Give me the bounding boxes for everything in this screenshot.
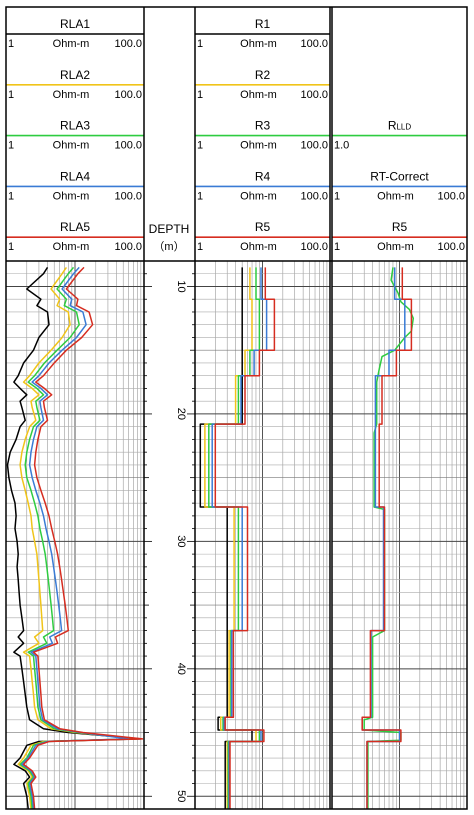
scale-unit: Ohm-m <box>53 190 90 202</box>
curve-name: RLA2 <box>60 68 90 82</box>
scale-max: 100.0 <box>300 140 328 152</box>
scale-max: 100.0 <box>300 89 328 101</box>
scale-min: 1 <box>197 89 203 101</box>
scale-unit: Ohm-m <box>377 241 414 253</box>
scale-min: 1 <box>197 190 203 202</box>
scale-min: 1 <box>197 140 203 152</box>
curve-name: R5 <box>255 220 271 234</box>
curve-name: R3 <box>255 119 271 133</box>
depth-track: DEPTH （m） 10 20 30 40 50 <box>144 222 195 810</box>
scale-max: 100.0 <box>300 190 328 202</box>
curve-name: R5 <box>392 220 408 234</box>
curve-rla2-line <box>17 266 139 810</box>
scale-max: 100.0 <box>114 190 142 202</box>
depth-label: DEPTH <box>149 222 190 236</box>
scale-max: 100.0 <box>300 38 328 50</box>
scale-unit: Ohm-m <box>240 38 277 50</box>
outer-border <box>5 6 468 810</box>
chart-frame <box>5 6 468 810</box>
depth-tick-label: 30 <box>175 535 187 547</box>
curve-name: RLA3 <box>60 119 90 133</box>
curve-r5-line <box>214 267 276 809</box>
scale-unit: Ohm-m <box>240 140 277 152</box>
depth-unit: （m） <box>153 240 184 253</box>
curve-name: RLLD <box>388 119 412 133</box>
scale-min: 1 <box>8 38 14 50</box>
curve-rla1-line <box>6 266 142 810</box>
scale-min: 1 <box>197 241 203 253</box>
curve-name: RLA5 <box>60 220 90 234</box>
curve-r1-line <box>199 267 253 809</box>
log-curves <box>6 266 415 810</box>
scale-min: 1 <box>334 241 340 253</box>
scale-unit: Ohm-m <box>377 190 414 202</box>
scale-max: 100.0 <box>114 38 142 50</box>
depth-tick-label: 10 <box>175 280 187 292</box>
scale-unit: Ohm-m <box>240 241 277 253</box>
scale-min: 1 <box>8 89 14 101</box>
scale-unit: Ohm-m <box>53 241 90 253</box>
curve-name: R1 <box>255 17 271 31</box>
scale-min: 1 <box>197 38 203 50</box>
track-headers: RLA1 1 Ohm-m 100.0 RLA2 1 Ohm-m 100.0 RLA3 1 Ohm-m… <box>6 17 467 253</box>
depth-tick-label: 40 <box>175 663 187 675</box>
scale-max: 100.0 <box>114 241 142 253</box>
curve-name: RT-Correct <box>370 169 429 183</box>
curve-name: RLA4 <box>60 169 90 183</box>
scale-unit: Ohm-m <box>53 89 90 101</box>
scale-max: 100.0 <box>437 241 465 253</box>
curve-name: RLA1 <box>60 17 90 31</box>
scale-min: 1 <box>8 241 14 253</box>
scale-min: 1 <box>8 140 14 152</box>
curve-r5-line <box>361 267 413 809</box>
scale-min: 1.0 <box>334 140 349 152</box>
scale-max: 100.0 <box>300 241 328 253</box>
scale-min: 1 <box>8 190 14 202</box>
scale-min: 1 <box>334 190 340 202</box>
scale-max: 100.0 <box>114 140 142 152</box>
curve-r2-line <box>204 267 257 809</box>
depth-tick-label: 50 <box>175 790 187 802</box>
curve-rla5-line <box>22 266 144 810</box>
curve-name: R4 <box>255 169 271 183</box>
scale-unit: Ohm-m <box>240 190 277 202</box>
scale-unit: Ohm-m <box>53 38 90 50</box>
scale-max: 100.0 <box>437 190 465 202</box>
curve-name: R2 <box>255 68 271 82</box>
scale-unit: Ohm-m <box>240 89 277 101</box>
curve-rt-correct-line <box>361 267 406 809</box>
depth-tick-label: 20 <box>175 408 187 420</box>
scale-unit: Ohm-m <box>53 140 90 152</box>
scale-max: 100.0 <box>114 89 142 101</box>
